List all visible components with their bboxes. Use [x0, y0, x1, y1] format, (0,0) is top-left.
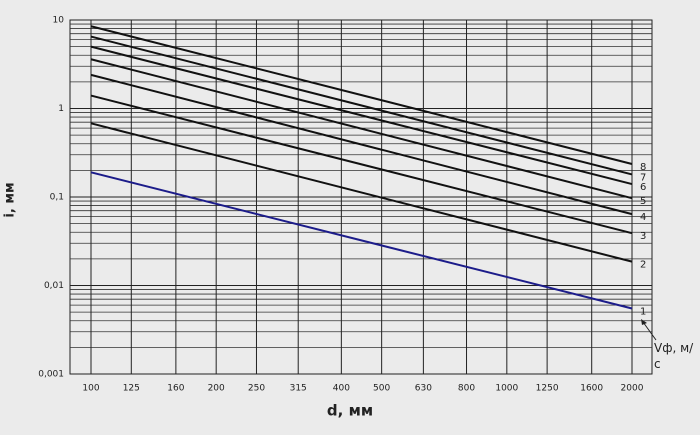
annotation-arrow: [642, 321, 657, 341]
x-tick-label: 315: [290, 384, 307, 394]
y-tick-label: 0,01: [44, 281, 64, 291]
x-tick-label: 250: [248, 384, 265, 394]
x-tick-label: 500: [373, 384, 390, 394]
series-line: [90, 58, 633, 200]
x-tick-label: 800: [458, 384, 475, 394]
series-line: [90, 171, 633, 310]
x-tick-label: 1000: [495, 384, 518, 394]
y-tick-label: 10: [53, 16, 65, 26]
x-axis-label: d, мм: [327, 402, 373, 420]
y-tick-label: 1: [58, 104, 64, 114]
line-label: 7: [640, 172, 646, 183]
series-line: [90, 94, 633, 235]
line-label: 3: [640, 231, 646, 242]
series-line: [90, 45, 633, 186]
x-tick-label: 1600: [580, 384, 603, 394]
x-tick-label: 1250: [536, 384, 559, 394]
y-tick-label: 0,001: [38, 370, 64, 380]
series-line: [90, 25, 633, 165]
y-axis-label: i, мм: [3, 182, 18, 217]
x-tick-label: 630: [415, 384, 432, 394]
line-label: 8: [640, 162, 646, 173]
x-tick-label: 200: [208, 384, 225, 394]
series-line: [90, 122, 633, 263]
annotation: Vф, м/с: [654, 341, 694, 371]
line-label: 5: [640, 196, 646, 207]
x-tick-label: 160: [167, 384, 184, 394]
line-label: 2: [640, 260, 646, 271]
x-tick-label: 400: [333, 384, 350, 394]
y-tick-label: 0,1: [50, 193, 64, 203]
line-label: 6: [640, 182, 646, 193]
series-line: [90, 35, 633, 176]
series-line: [90, 73, 633, 216]
x-tick-label: 100: [82, 384, 99, 394]
line-label: 1: [640, 306, 646, 317]
line-label: 4: [640, 212, 646, 223]
x-tick-label: 125: [123, 384, 140, 394]
x-tick-label: 2000: [621, 384, 644, 394]
